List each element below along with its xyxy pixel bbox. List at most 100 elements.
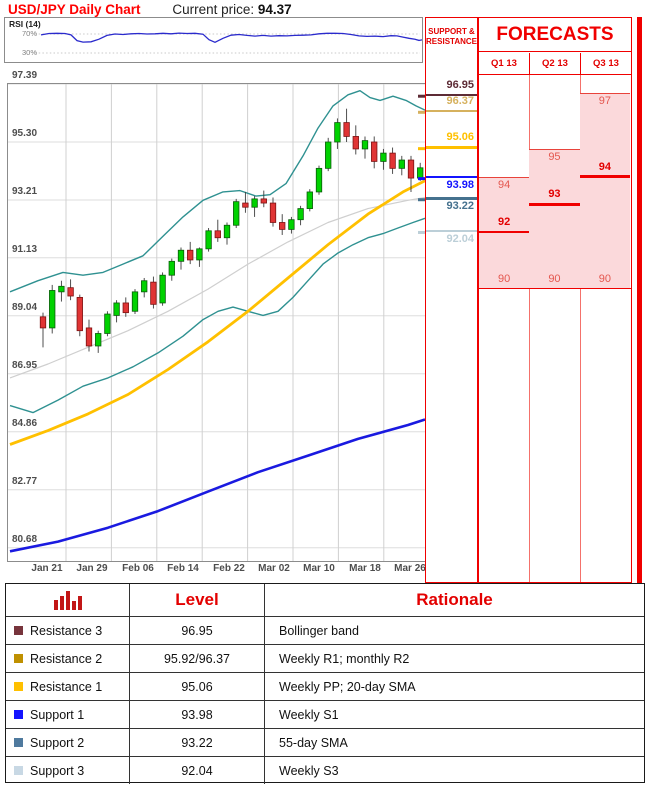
candlestick xyxy=(113,302,120,316)
table-cell-level: 96.95 xyxy=(129,616,264,644)
table-header-level: Level xyxy=(129,584,264,616)
sr-level-value: 96.37 xyxy=(446,94,474,107)
level-name: Resistance 3 xyxy=(30,623,103,638)
candlestick xyxy=(122,302,129,314)
forecast-quarter-label: Q3 13 xyxy=(580,52,631,74)
forecast-mid-line xyxy=(529,203,580,206)
candlestick xyxy=(269,202,277,223)
sr-level-line xyxy=(426,93,477,96)
table-cell-level: 93.98 xyxy=(129,700,264,728)
candlestick xyxy=(150,281,157,305)
forecast-low-label: 90 xyxy=(498,272,511,285)
table-row: Resistance 1 95.06 Weekly PP; 20-day SMA xyxy=(6,672,644,700)
sr-edge-tick xyxy=(418,177,426,181)
sr-edge-tick xyxy=(418,230,426,234)
sr-edge-tick xyxy=(418,94,426,98)
x-axis-label: Feb 14 xyxy=(167,563,199,574)
rsi-label: RSI (14) xyxy=(9,19,41,29)
forecast-mid-label: 93 xyxy=(548,188,561,201)
y-axis-label: 93.21 xyxy=(12,186,38,197)
table-cell-rationale: Weekly PP; 20-day SMA xyxy=(264,672,644,700)
candlestick xyxy=(325,141,332,169)
bollinger-lower-line xyxy=(9,217,426,414)
candlestick xyxy=(67,287,74,297)
sr-level-line xyxy=(426,109,477,113)
sr-level-line xyxy=(426,146,477,149)
candlestick xyxy=(398,159,405,169)
sr-level-line xyxy=(426,229,477,233)
candlestick xyxy=(214,230,221,239)
table-cell-label: Support 2 xyxy=(6,728,129,756)
x-axis-label: Mar 10 xyxy=(303,563,335,574)
sma-yellow-line xyxy=(9,179,426,446)
x-axis-label: Mar 18 xyxy=(349,563,381,574)
level-name: Resistance 2 xyxy=(30,651,103,666)
table-row: Support 2 93.22 55-day SMA xyxy=(6,728,644,756)
candlestick xyxy=(159,274,166,304)
sr-level-line xyxy=(426,197,477,200)
forecasts-panel: FORECASTS Q1 13 Q2 13 Q3 13 94 92 90 95 93 90 97… xyxy=(478,17,632,583)
forecast-mid-label: 92 xyxy=(498,216,511,229)
candlestick xyxy=(361,140,369,150)
candlestick xyxy=(76,296,83,332)
table-cell-level: 92.04 xyxy=(129,756,264,784)
candlestick-plot xyxy=(8,83,426,561)
sma-200-line xyxy=(9,418,426,553)
y-axis-label: 95.30 xyxy=(12,128,38,139)
support-resistance-panel: SUPPORT & RESISTANCE 96.95 96.37 95.06 93.9… xyxy=(425,17,478,583)
candlestick xyxy=(233,201,240,226)
candlestick xyxy=(223,224,231,239)
x-axis-label: Feb 22 xyxy=(213,563,245,574)
right-red-rule xyxy=(637,17,642,583)
table-cell-level: 95.06 xyxy=(129,672,264,700)
sr-level-value: 96.95 xyxy=(446,78,474,91)
table-cell-rationale: Bollinger band xyxy=(264,616,644,644)
table-header-row: Level Rationale xyxy=(6,584,644,616)
table-cell-rationale: Weekly R1; monthly R2 xyxy=(264,644,644,672)
forecast-range-box xyxy=(529,148,580,288)
level-swatch xyxy=(14,766,23,775)
candlestick xyxy=(131,291,139,312)
candlestick xyxy=(297,208,304,221)
forecast-high-label: 95 xyxy=(548,150,561,163)
table-cell-label: Resistance 2 xyxy=(6,644,129,672)
sr-panel-title-line1: SUPPORT & xyxy=(428,27,475,36)
candlestick xyxy=(187,249,194,261)
forecast-mid-line xyxy=(479,230,530,234)
forecast-floor-line xyxy=(479,287,631,290)
page-header: USD/JPY Daily Chart Current price: 94.37 xyxy=(8,2,292,17)
table-cell-rationale: Weekly S1 xyxy=(264,700,644,728)
level-swatch xyxy=(14,682,23,691)
candlestick xyxy=(334,122,341,143)
candlestick xyxy=(205,230,212,250)
sr-panel-title-line2: RESISTANCE xyxy=(426,37,477,46)
forecast-high-label: 97 xyxy=(598,95,611,108)
level-name: Support 2 xyxy=(30,735,85,750)
bar-chart-icon xyxy=(53,591,82,610)
forecast-high-label: 94 xyxy=(498,178,511,191)
y-axis-label: 82.77 xyxy=(12,476,38,487)
table-cell-level: 95.92/96.37 xyxy=(129,644,264,672)
y-axis-label: 91.13 xyxy=(12,244,38,255)
candlestick xyxy=(141,280,148,293)
sr-edge-tick xyxy=(418,110,426,114)
table-row: Resistance 3 96.95 Bollinger band xyxy=(6,616,644,644)
candlestick xyxy=(168,260,175,276)
table-cell-label: Support 1 xyxy=(6,700,129,728)
level-swatch xyxy=(14,738,23,747)
y-axis-label: 84.86 xyxy=(12,418,38,429)
candlestick xyxy=(417,167,424,179)
candlestick xyxy=(242,202,249,208)
candlestick xyxy=(389,152,396,169)
forecast-quarter-label: Q2 13 xyxy=(529,52,580,74)
sr-level-value: 93.98 xyxy=(446,179,474,192)
level-name: Support 3 xyxy=(30,763,85,778)
sr-level-line xyxy=(426,175,477,179)
forecast-low-label: 90 xyxy=(548,272,561,285)
candlestick xyxy=(306,191,313,209)
y-axis-label: 86.95 xyxy=(12,360,38,371)
level-swatch xyxy=(14,654,23,663)
rsi-overbought-label: 70% xyxy=(21,29,37,38)
rsi-line xyxy=(40,32,427,44)
main-chart xyxy=(7,83,427,562)
